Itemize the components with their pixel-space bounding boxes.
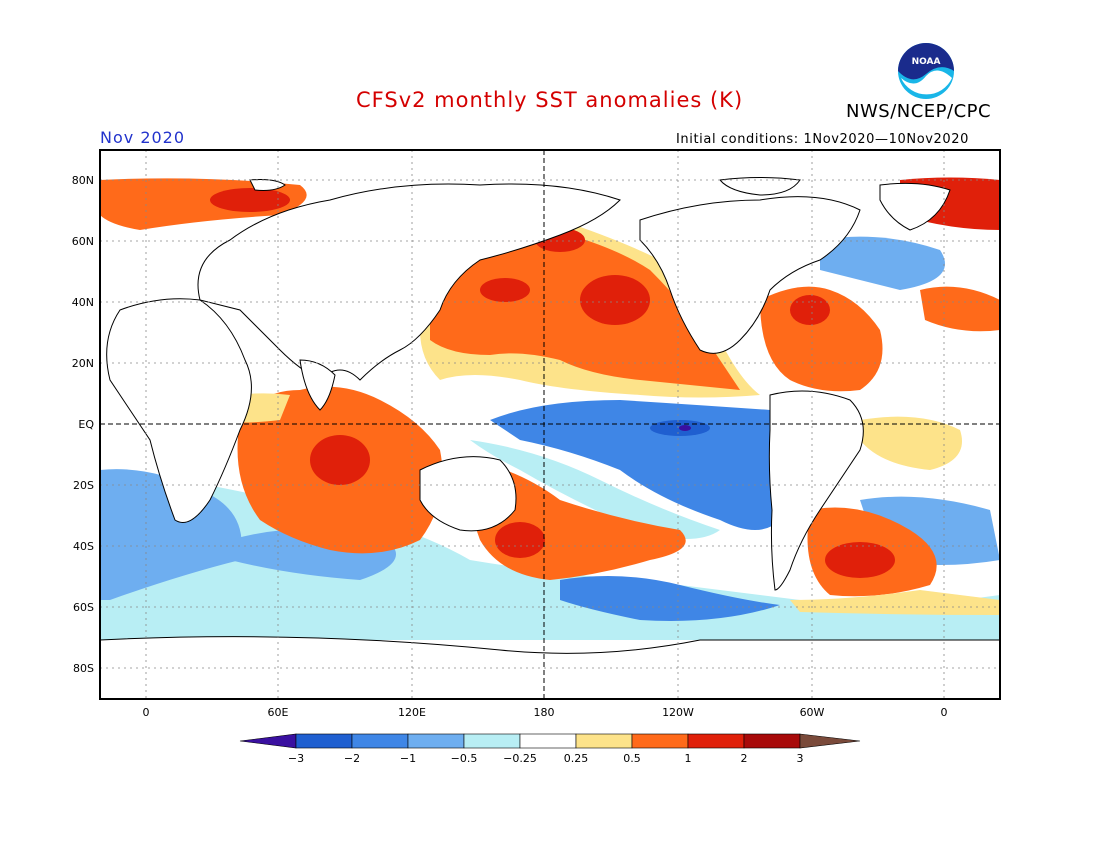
- lat-label: 60S: [73, 601, 94, 614]
- lat-label: 60N: [72, 235, 94, 248]
- anomaly-red-npac2: [480, 278, 530, 302]
- colorbar-labels: −3 −2 −1 −0.5 −0.25 0.25 0.5 1 2 3: [288, 752, 804, 765]
- anomaly-warm-eqatl: [860, 416, 962, 470]
- lat-label: 40S: [73, 540, 94, 553]
- colorbar-label: 1: [685, 752, 692, 765]
- north-america: [639, 196, 861, 354]
- anomaly-red-barents: [210, 188, 290, 212]
- lon-label: 180: [534, 706, 555, 719]
- anomaly-red-npac: [580, 275, 650, 325]
- lon-label: 60W: [800, 706, 825, 719]
- south-america: [768, 390, 864, 591]
- anomaly-blue-south-pac: [560, 576, 780, 621]
- colorbar-bin: [575, 733, 633, 749]
- anomaly-red-satl: [825, 542, 895, 578]
- colorbar-bin: [743, 733, 801, 749]
- svalbard: [249, 179, 286, 191]
- agency-label: NWS/NCEP/CPC: [846, 101, 992, 122]
- arctic-islands: [719, 177, 801, 196]
- colorbar: [239, 733, 861, 749]
- colorbar-label: −0.5: [451, 752, 478, 765]
- lon-label: 60E: [268, 706, 289, 719]
- colorbar-bin: [351, 733, 409, 749]
- anomaly-satl-yellow: [790, 590, 1000, 615]
- india: [299, 359, 336, 411]
- colorbar-bin: [519, 733, 577, 749]
- australia: [419, 456, 517, 532]
- colorbar-label: −0.25: [503, 752, 537, 765]
- colorbar-bin: [631, 733, 689, 749]
- colorbar-arrow-low: [239, 733, 297, 749]
- greenland: [879, 182, 951, 231]
- lon-axis: 0 60E 120E 180 120W 60W 0: [143, 706, 948, 719]
- africa: [106, 298, 252, 523]
- reference-lines: [100, 150, 1000, 699]
- colorbar-label: −3: [288, 752, 304, 765]
- colorbar-bin: [407, 733, 465, 749]
- lat-label: 80N: [72, 174, 94, 187]
- lat-axis: 80N 60N 40N 20N EQ 20S 40S 60S 80S: [72, 174, 95, 675]
- lat-label: 20N: [72, 357, 94, 370]
- colorbar-label: 3: [797, 752, 804, 765]
- lon-label: 120E: [398, 706, 426, 719]
- lon-label: 0: [143, 706, 150, 719]
- colorbar-bin: [463, 733, 521, 749]
- lat-label: 80S: [73, 662, 94, 675]
- noaa-logo: NOAA: [898, 43, 954, 99]
- lon-label: 0: [941, 706, 948, 719]
- gridlines: [100, 150, 1000, 699]
- colorbar-label: 2: [741, 752, 748, 765]
- colorbar-label: 0.5: [623, 752, 641, 765]
- anomaly-la-nina-pale: [470, 440, 720, 539]
- colorbar-label: −1: [400, 752, 416, 765]
- map-body: [100, 150, 1000, 699]
- map-border: [99, 149, 1001, 700]
- colorbar-label: 0.25: [564, 752, 589, 765]
- anomaly-red-indian: [310, 435, 370, 485]
- month-label: Nov 2020: [100, 128, 186, 147]
- initial-conditions-label: Initial conditions: 1Nov2020—10Nov2020: [676, 132, 970, 147]
- colorbar-bin: [295, 733, 353, 749]
- anomaly-red-natl: [790, 295, 830, 325]
- anomaly-warm-eatl: [920, 286, 1000, 332]
- lat-label: EQ: [78, 418, 94, 431]
- lat-label: 40N: [72, 296, 94, 309]
- lat-label: 20S: [73, 479, 94, 492]
- colorbar-bin: [687, 733, 745, 749]
- chart-title: CFSv2 monthly SST anomalies (K): [356, 88, 744, 112]
- colorbar-arrow-high: [799, 733, 861, 749]
- anomaly-red-spac: [495, 522, 545, 558]
- anomaly-la-nina: [490, 400, 780, 530]
- lon-label: 120W: [662, 706, 694, 719]
- logo-text: NOAA: [912, 57, 941, 67]
- colorbar-label: −2: [344, 752, 360, 765]
- anomaly-cool-natl: [820, 236, 945, 290]
- anomaly-la-nina-center: [679, 425, 691, 431]
